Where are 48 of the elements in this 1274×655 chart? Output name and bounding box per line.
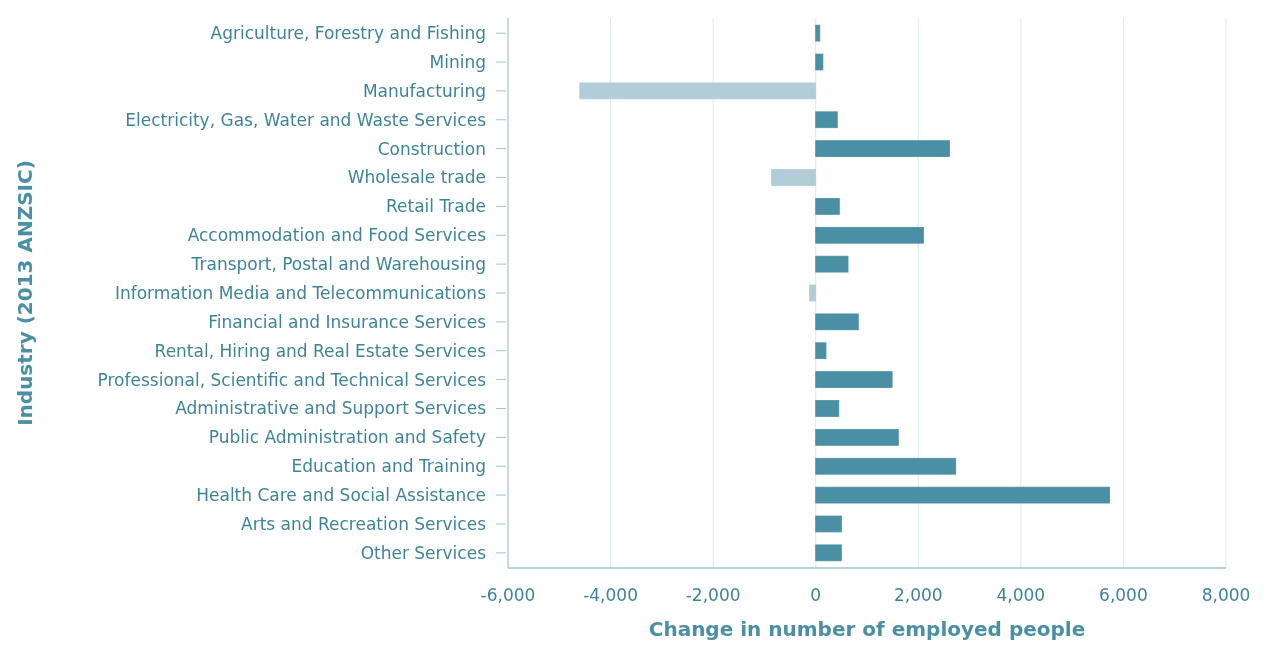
bar [815, 544, 842, 562]
y-tick-label: Education and Training [291, 456, 486, 477]
y-tick-label: Rental, Hiring and Real Estate Services [154, 340, 487, 361]
y-tick-label: Transport, Postal and Warehousing [190, 254, 486, 275]
y-axis-title: Industry (2013 ANZSIC) [13, 160, 37, 426]
bar [815, 24, 821, 42]
y-tick-label: Accommodation and Food Services [187, 225, 487, 246]
bar [579, 82, 817, 100]
bar [815, 313, 859, 331]
bar [815, 371, 893, 388]
bar [771, 169, 817, 186]
bar [809, 284, 817, 302]
bar [815, 226, 924, 244]
bar [815, 255, 849, 273]
y-tick-label: Professional, Scientific and Technical Services [97, 369, 487, 390]
bar [815, 429, 899, 446]
y-tick-label: Agriculture, Forestry and Fishing [210, 23, 486, 44]
y-tick-label: Financial and Insurance Services [208, 311, 487, 332]
y-tick-label: Health Care and Social Assistance [196, 485, 486, 506]
y-tick-label: Mining [429, 51, 486, 72]
y-tick-label: Arts and Recreation Services [241, 513, 487, 534]
y-tick-label: Retail Trade [386, 196, 486, 217]
x-axis-title: Change in number of employed people [648, 617, 1086, 641]
bar [815, 111, 838, 129]
x-tick-label: -2,000 [685, 585, 741, 605]
y-tick-label: Construction [377, 138, 486, 159]
x-tick-label: 0 [810, 585, 822, 605]
y-tick-label: Wholesale trade [347, 167, 486, 188]
x-tick-label: 2,000 [893, 585, 943, 605]
y-tick-label: Manufacturing [362, 80, 486, 101]
bar [815, 457, 957, 475]
y-tick-label: Public Administration and Safety [208, 427, 486, 448]
x-tick-label: 8,000 [1201, 585, 1251, 605]
bar [815, 400, 840, 417]
bar [815, 140, 950, 157]
x-tick-label: -6,000 [480, 585, 536, 605]
bar [815, 342, 827, 360]
bar [815, 198, 840, 215]
x-tick-label: 4,000 [996, 585, 1046, 605]
bar [815, 486, 1110, 504]
bar [815, 53, 824, 71]
x-tick-label: 6,000 [1099, 585, 1148, 605]
bar [815, 515, 842, 533]
y-tick-label: Information Media and Telecommunications [114, 282, 487, 303]
y-tick-label: Electricity, Gas, Water and Waste Services [125, 109, 487, 130]
y-tick-label: Administrative and Support Services [175, 398, 487, 419]
x-tick-label: -4,000 [583, 585, 638, 605]
y-tick-label: Other Services [360, 542, 487, 563]
